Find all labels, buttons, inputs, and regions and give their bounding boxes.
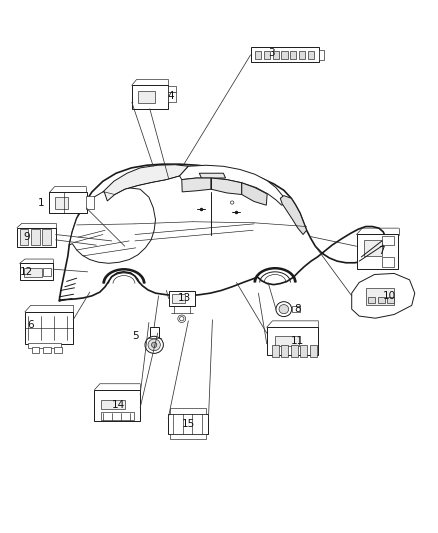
Text: 15: 15 [182,419,195,429]
Bar [387,297,394,303]
Bar [310,345,317,357]
Polygon shape [211,178,242,195]
Bar [101,412,134,420]
Bar [382,236,394,245]
Bar [272,51,279,59]
Bar [168,86,176,92]
Polygon shape [199,173,226,178]
Polygon shape [69,188,155,263]
Bar [382,257,394,266]
Text: 8: 8 [294,304,301,314]
Bar [172,294,185,303]
Polygon shape [182,178,211,192]
Bar [24,268,42,277]
Text: 9: 9 [23,232,30,242]
Bar [272,345,279,357]
Bar [49,192,87,213]
Bar [299,51,305,59]
Polygon shape [280,196,307,235]
Bar [292,306,300,312]
Bar [319,50,324,60]
Text: 10: 10 [383,291,396,301]
Bar [290,51,296,59]
Bar [264,51,270,59]
Bar [55,197,68,209]
Ellipse shape [279,305,289,313]
Bar [366,288,394,305]
Text: 1: 1 [38,198,45,207]
Bar [43,268,51,276]
Bar [291,345,298,357]
Polygon shape [352,273,415,318]
Bar [300,345,307,357]
Bar [150,327,159,338]
Bar [20,263,53,280]
Bar [255,51,261,59]
Polygon shape [103,165,188,201]
Bar [281,51,287,59]
Bar [251,47,318,62]
Polygon shape [242,183,267,205]
Bar [170,434,206,439]
Ellipse shape [145,336,163,353]
Bar [267,327,318,355]
Bar [101,400,125,409]
Bar [357,235,399,269]
Bar [170,408,206,414]
Bar [43,347,51,353]
Polygon shape [59,164,385,301]
Text: 12: 12 [20,267,33,277]
Text: 7: 7 [378,246,385,255]
Ellipse shape [178,315,186,322]
Bar [169,291,195,306]
Bar [32,347,39,353]
Bar [378,297,385,303]
Ellipse shape [276,302,292,317]
Text: 14: 14 [112,400,125,410]
Ellipse shape [148,339,160,351]
Text: 6: 6 [27,320,34,330]
Bar [31,229,40,245]
Text: 3: 3 [268,49,275,58]
Bar [95,390,140,421]
Text: 4: 4 [167,91,174,101]
Ellipse shape [152,342,157,348]
Bar [86,196,94,209]
Bar [368,297,375,303]
Text: 5: 5 [132,331,139,341]
Bar [132,85,168,109]
Bar [28,343,61,348]
Bar [54,347,62,353]
Bar [42,229,51,245]
Bar [168,414,208,434]
Bar [364,240,382,256]
Bar [25,312,73,344]
Text: 11: 11 [291,336,304,346]
Bar [307,51,314,59]
Polygon shape [180,165,285,205]
Bar [17,228,56,247]
Text: 13: 13 [177,294,191,303]
Bar [138,91,155,103]
Bar [20,229,28,245]
Bar [168,92,176,102]
Bar [275,336,299,346]
Bar [281,345,288,357]
